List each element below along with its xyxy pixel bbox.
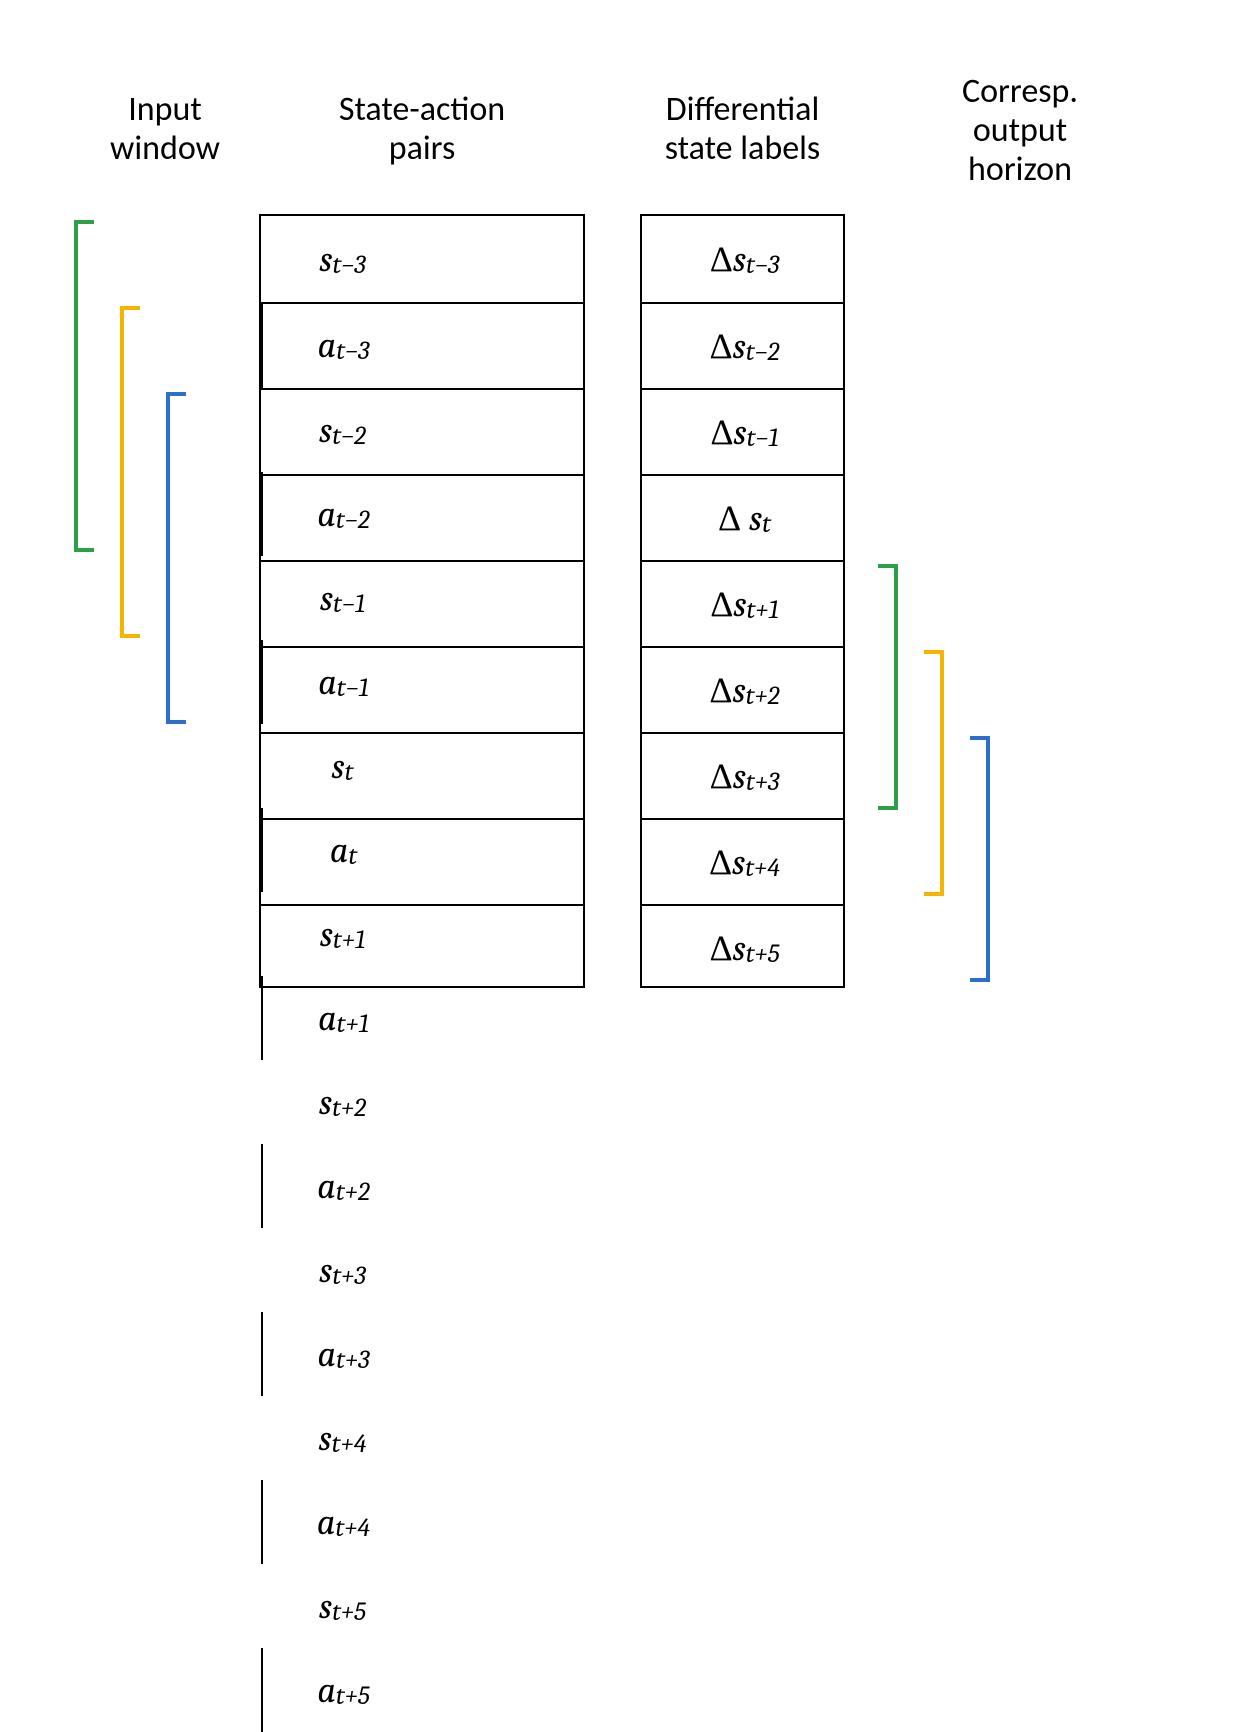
header-output-horizon: Corresp.outputhorizon bbox=[920, 72, 1120, 189]
delta-state-cell: Δst+4 bbox=[642, 820, 847, 904]
table-row: Δst+1 bbox=[642, 560, 843, 646]
table-row: Δst−2 bbox=[642, 302, 843, 388]
output-bracket-yellow bbox=[924, 650, 944, 896]
state-cell: st+1 bbox=[261, 892, 424, 976]
output-bracket-blue bbox=[970, 736, 990, 982]
state-cell: st+4 bbox=[261, 1396, 424, 1480]
delta-state-cell: Δst+2 bbox=[642, 648, 847, 732]
header-state-action: State-actionpairs bbox=[259, 90, 585, 168]
delta-state-cell: Δst+5 bbox=[642, 906, 847, 990]
output-bracket-green bbox=[878, 564, 898, 810]
delta-state-cell: Δ st bbox=[642, 476, 847, 560]
input-bracket-blue bbox=[166, 392, 186, 724]
delta-state-cell: Δst−3 bbox=[642, 216, 847, 302]
action-cell: at+4 bbox=[261, 1480, 424, 1564]
table-row: Δst+5 bbox=[642, 904, 843, 990]
state-cell: st+2 bbox=[261, 1060, 424, 1144]
table-row: Δst+3 bbox=[642, 732, 843, 818]
state-cell: st+3 bbox=[261, 1228, 424, 1312]
input-bracket-green bbox=[74, 220, 94, 552]
state-cell: st−2 bbox=[261, 388, 424, 472]
diff-state-table: Δst−3Δst−2Δst−1Δ stΔst+1Δst+2Δst+3Δst+4Δ… bbox=[640, 214, 845, 988]
header-input-window: Inputwindow bbox=[70, 90, 260, 168]
delta-state-cell: Δst−2 bbox=[642, 304, 847, 388]
state-cell: st+5 bbox=[261, 1564, 424, 1648]
table-row: Δst−1 bbox=[642, 388, 843, 474]
header-diff-labels: Differentialstate labels bbox=[615, 90, 870, 168]
delta-state-cell: Δst−1 bbox=[642, 390, 847, 474]
table-row: Δst+2 bbox=[642, 646, 843, 732]
action-cell: at−3 bbox=[261, 302, 424, 388]
table-row: Δst+4 bbox=[642, 818, 843, 904]
action-cell: at+3 bbox=[261, 1312, 424, 1396]
action-cell: at bbox=[261, 808, 424, 892]
state-cell: st bbox=[261, 724, 424, 808]
delta-state-cell: Δst+3 bbox=[642, 734, 847, 818]
state-action-table: st−3at−3st−2at−2st−1at−1statst+1at+1st+2… bbox=[259, 214, 585, 988]
action-cell: at−2 bbox=[261, 472, 424, 556]
state-cell: st−1 bbox=[261, 556, 424, 640]
input-bracket-yellow bbox=[120, 306, 140, 638]
action-cell: at+5 bbox=[261, 1648, 424, 1732]
table-row: st−3at−3 bbox=[261, 216, 583, 302]
action-cell: at+2 bbox=[261, 1144, 424, 1228]
action-cell: at−1 bbox=[261, 640, 424, 724]
state-cell: st−3 bbox=[261, 216, 424, 302]
table-row: Δst−3 bbox=[642, 216, 843, 302]
delta-state-cell: Δst+1 bbox=[642, 562, 847, 646]
action-cell: at+1 bbox=[261, 976, 424, 1060]
table-row: Δ st bbox=[642, 474, 843, 560]
